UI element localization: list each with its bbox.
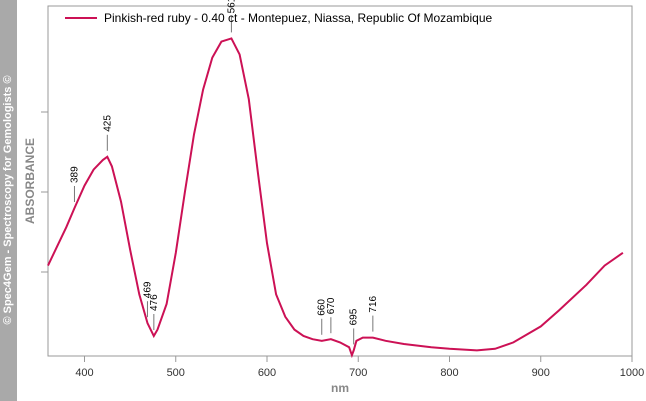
x-tick-label: 500 bbox=[167, 367, 185, 379]
plot-border bbox=[47, 5, 633, 357]
peak-label: 670 bbox=[326, 297, 337, 314]
peak-label: 476 bbox=[149, 294, 160, 311]
peak-label: 561 bbox=[226, 0, 237, 13]
legend: Pinkish-red ruby - 0.40 ct - Montepuez, … bbox=[65, 11, 492, 25]
peak-label: 469 bbox=[142, 281, 153, 298]
x-ticks: 400 500 600 700 800 900 1000 bbox=[75, 356, 644, 379]
y-ticks bbox=[41, 111, 48, 273]
x-tick-label: 700 bbox=[349, 367, 367, 379]
series-line bbox=[47, 37, 624, 359]
plot-frame bbox=[47, 5, 633, 357]
x-tick-label: 900 bbox=[532, 367, 550, 379]
peak-label: 425 bbox=[102, 115, 113, 132]
x-tick-label: 600 bbox=[258, 367, 276, 379]
peak-label: 389 bbox=[69, 166, 80, 183]
peak-label: 716 bbox=[368, 295, 379, 312]
x-tick-label: 1000 bbox=[620, 367, 644, 379]
legend-label: Pinkish-red ruby - 0.40 ct - Montepuez, … bbox=[104, 11, 492, 25]
x-tick-label: 800 bbox=[440, 367, 458, 379]
peak-label: 695 bbox=[349, 308, 360, 325]
x-axis-title: nm bbox=[331, 381, 349, 395]
y-axis-title: ABSORBANCE bbox=[23, 138, 37, 224]
x-tick-label: 400 bbox=[75, 367, 93, 379]
peak-label: 660 bbox=[317, 299, 328, 316]
watermark-sidebar: © Spec4Gem - Spectroscopy for Gemologist… bbox=[0, 0, 17, 401]
